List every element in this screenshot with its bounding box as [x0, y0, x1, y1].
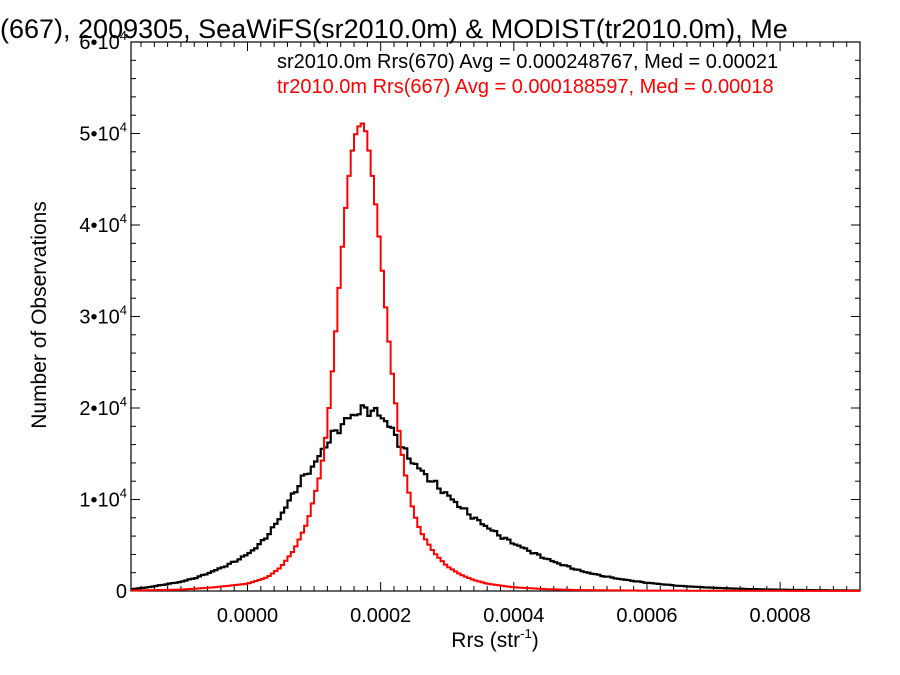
- legend: sr2010.0m Rrs(670) Avg = 0.000248767, Me…: [277, 51, 778, 98]
- plot-border: [130, 41, 861, 592]
- x-tick-label: 0.0000: [217, 605, 278, 627]
- y-axis-label: Number of Observations: [28, 201, 51, 429]
- x-axis-ticks: 0.0000 0.0002 0.0004 0.0006 0.0008: [140, 42, 861, 627]
- y-tick-label: 4•104: [79, 211, 127, 237]
- histogram-series-1: [131, 122, 860, 592]
- x-axis-label: Rrs (str-1): [451, 626, 538, 652]
- x-tick-label: 0.0008: [750, 605, 811, 627]
- plot-frame: [130, 41, 861, 592]
- y-tick-label: 1•104: [79, 486, 127, 512]
- x-tick-label: 0.0002: [350, 605, 411, 627]
- legend-entry-0: sr2010.0m Rrs(670) Avg = 0.000248767, Me…: [277, 51, 778, 73]
- chart-title: (667), 2009305, SeaWiFS(sr2010.0m) & MOD…: [0, 14, 788, 44]
- y-tick-label: 5•104: [79, 120, 127, 146]
- y-tick-label: 3•104: [79, 303, 127, 329]
- y-tick-label: 6•104: [79, 28, 127, 54]
- series-layer: [131, 122, 860, 592]
- histogram-series-0: [131, 404, 860, 592]
- legend-entry-1: tr2010.0m Rrs(667) Avg = 0.000188597, Me…: [277, 76, 774, 98]
- x-tick-label: 0.0006: [616, 605, 677, 627]
- y-tick-label: 0: [116, 581, 127, 603]
- y-tick-label: 2•104: [79, 394, 127, 420]
- x-tick-label: 0.0004: [483, 605, 544, 627]
